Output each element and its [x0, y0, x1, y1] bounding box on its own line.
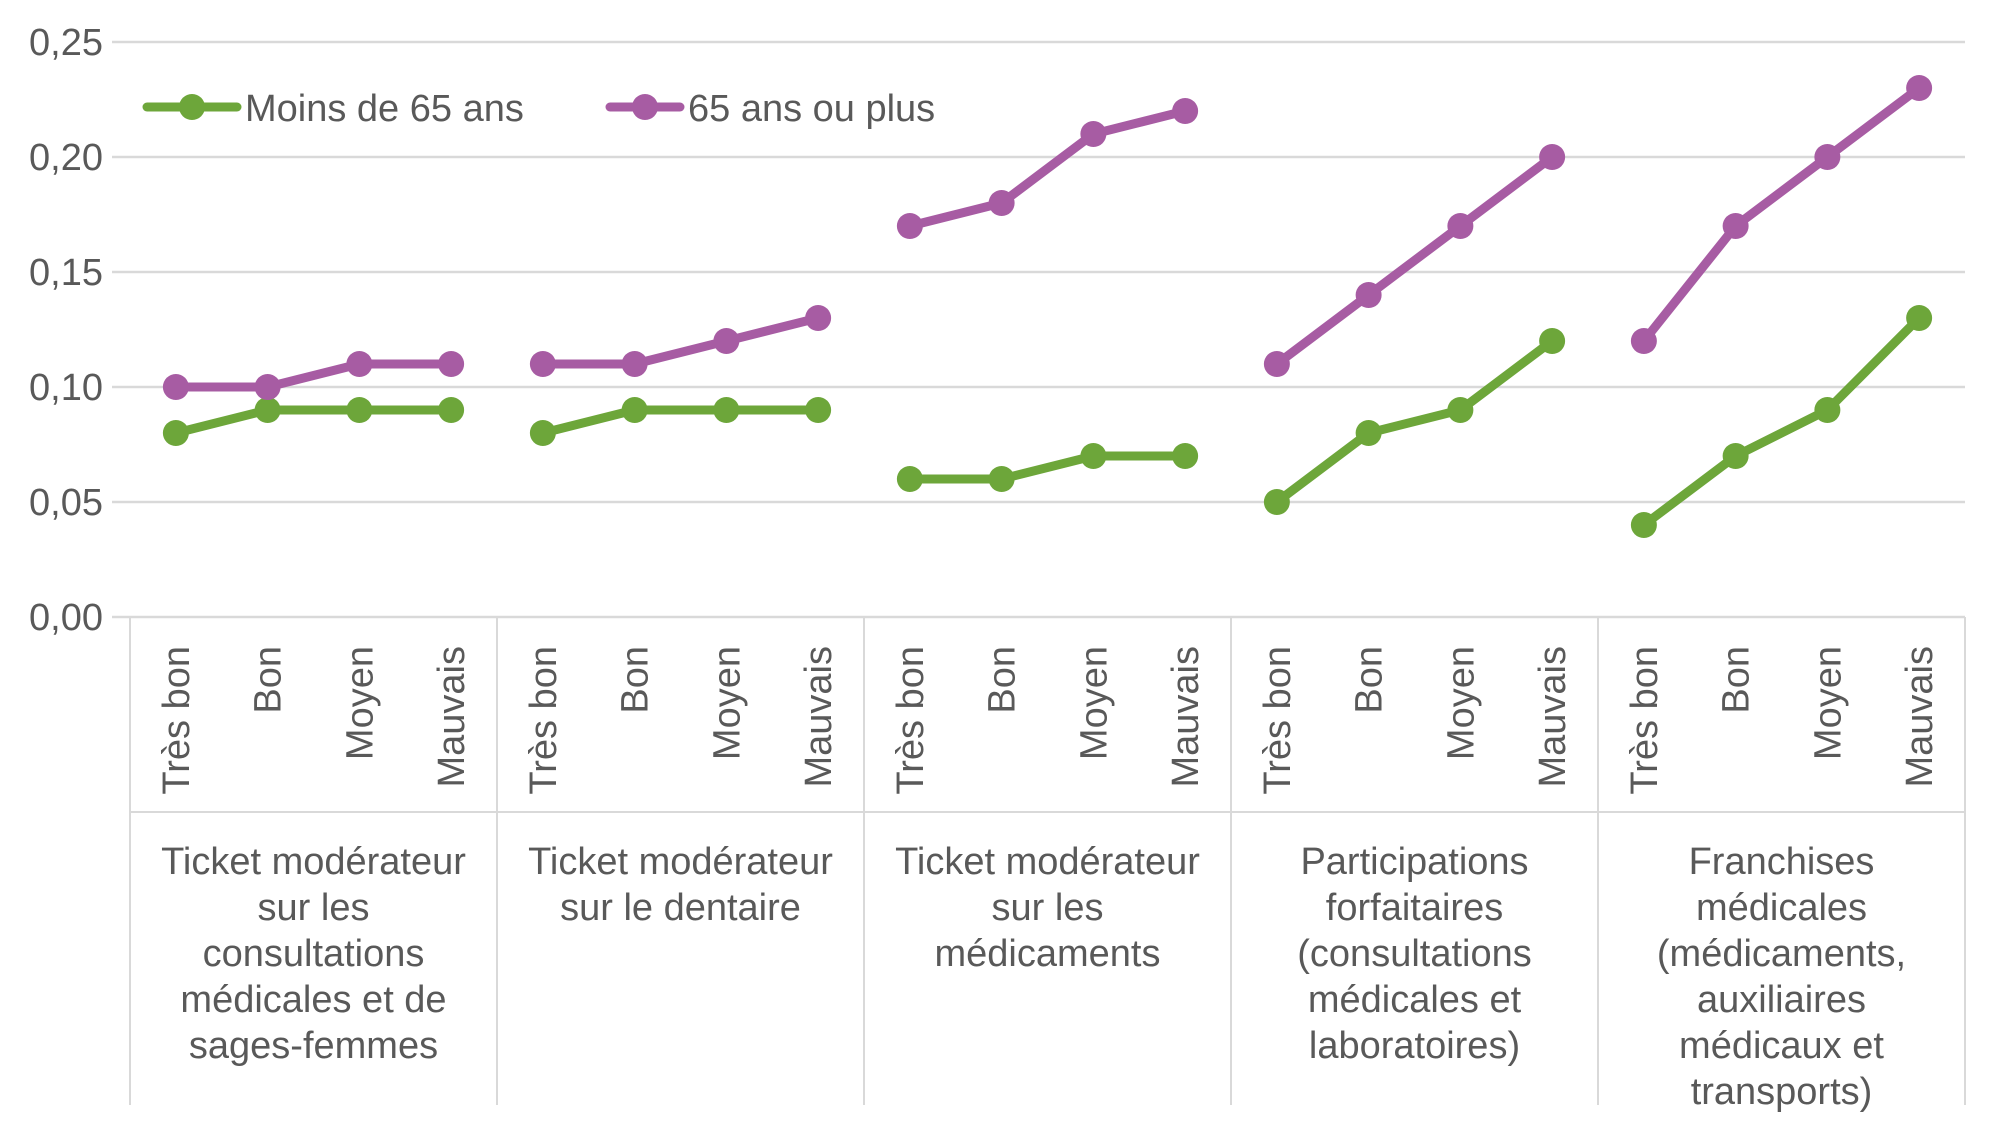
y-axis-tick-label: 0,05	[29, 482, 103, 524]
data-point-marker	[1814, 144, 1841, 170]
x-group-label: Ticket modérateur sur le dentaire	[528, 841, 833, 929]
data-point-marker	[162, 420, 189, 446]
data-point-marker	[1539, 328, 1566, 354]
x-category-label: Très bon	[523, 646, 565, 795]
x-category-label: Bon	[982, 646, 1024, 714]
data-point-marker	[896, 213, 923, 239]
data-point-marker	[1630, 328, 1657, 354]
x-category-label: Mauvais	[1899, 646, 1941, 788]
x-category-label: Mauvais	[1532, 646, 1574, 788]
data-point-marker	[805, 397, 832, 423]
series-line	[538, 313, 823, 369]
data-point-marker	[1355, 420, 1382, 446]
data-point-marker	[896, 466, 923, 492]
data-point-marker	[713, 397, 740, 423]
series-line	[1639, 313, 1924, 530]
data-point-marker	[346, 351, 373, 377]
data-point-marker	[1355, 282, 1382, 308]
x-category-label: Moyen	[706, 646, 748, 760]
x-category-label: Très bon	[1257, 646, 1299, 795]
data-point-marker	[1080, 121, 1107, 147]
x-category-label: Moyen	[339, 646, 381, 760]
y-axis-tick-label: 0,20	[29, 137, 103, 179]
y-axis-tick-label: 0,00	[29, 597, 103, 639]
data-point-marker	[438, 351, 465, 377]
data-point-marker	[1172, 98, 1199, 124]
data-point-marker	[988, 190, 1015, 216]
data-point-marker	[1263, 351, 1290, 377]
x-category-label: Bon	[1349, 646, 1391, 714]
data-point-marker	[1447, 397, 1474, 423]
x-category-label: Moyen	[1807, 646, 1849, 760]
series-line	[905, 451, 1190, 484]
data-point-marker	[1539, 144, 1566, 170]
series-line	[538, 405, 823, 438]
data-point-marker	[254, 374, 281, 400]
data-point-marker	[1630, 512, 1657, 538]
x-category-label: Très bon	[1624, 646, 1666, 795]
x-category-label: Mauvais	[798, 646, 840, 788]
x-group-label: Ticket modérateur sur les consultations méd…	[161, 841, 466, 1067]
legend-label: 65 ans ou plus	[688, 88, 935, 130]
x-group-label: Ticket modérateur sur les médicaments	[895, 841, 1200, 975]
data-point-marker	[254, 397, 281, 423]
data-point-marker	[529, 420, 556, 446]
data-point-marker	[162, 374, 189, 400]
legend-marker-icon	[179, 94, 205, 120]
data-point-marker	[1814, 397, 1841, 423]
x-category-label: Mauvais	[1165, 646, 1207, 788]
data-point-marker	[1906, 305, 1933, 331]
x-category-label: Très bon	[156, 646, 198, 795]
y-axis-tick-label: 0,10	[29, 367, 103, 409]
data-point-marker	[713, 328, 740, 354]
data-point-marker	[621, 351, 648, 377]
x-category-label: Bon	[248, 646, 290, 714]
y-axis-tick-label: 0,25	[29, 22, 103, 64]
data-point-marker	[805, 305, 832, 331]
data-point-marker	[1172, 443, 1199, 469]
data-point-marker	[346, 397, 373, 423]
x-category-label: Bon	[1716, 646, 1758, 714]
series-line	[171, 405, 456, 438]
data-point-marker	[1722, 213, 1749, 239]
series-line	[1272, 336, 1557, 507]
x-group-label: Participations forfaitaires (consultations…	[1297, 841, 1531, 1067]
series-line	[171, 359, 456, 392]
data-point-marker	[1447, 213, 1474, 239]
data-point-marker	[988, 466, 1015, 492]
data-point-marker	[438, 397, 465, 423]
legend-label: Moins de 65 ans	[245, 88, 524, 130]
x-category-label: Moyen	[1073, 646, 1115, 760]
series-line	[1272, 152, 1557, 369]
x-category-label: Moyen	[1440, 646, 1482, 760]
data-point-marker	[621, 397, 648, 423]
series-line	[1639, 83, 1924, 346]
series-line	[905, 106, 1190, 231]
legend-marker-icon	[632, 94, 658, 120]
x-group-label: Franchises médicales (médicaments, auxiliai…	[1657, 841, 1906, 1113]
data-point-marker	[529, 351, 556, 377]
data-point-marker	[1263, 489, 1290, 515]
y-axis-tick-label: 0,15	[29, 252, 103, 294]
x-category-label: Bon	[615, 646, 657, 714]
data-point-marker	[1080, 443, 1107, 469]
data-point-marker	[1906, 75, 1933, 101]
data-point-marker	[1722, 443, 1749, 469]
x-category-label: Très bon	[890, 646, 932, 795]
x-category-label: Mauvais	[431, 646, 473, 788]
